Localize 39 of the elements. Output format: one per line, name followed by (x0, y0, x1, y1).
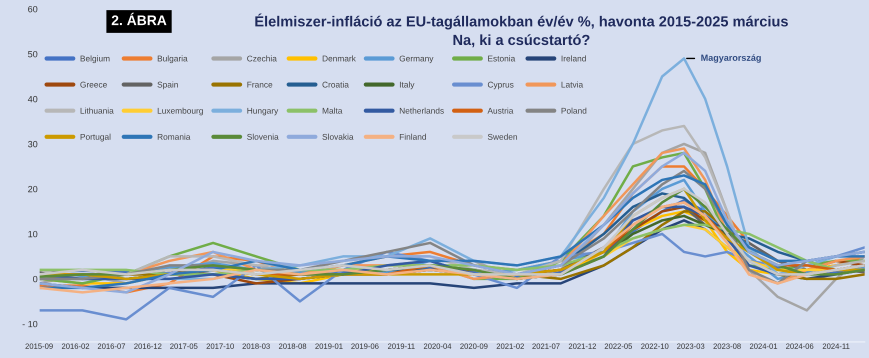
legend-label: Ireland (562, 55, 586, 62)
text: Élelmiszer-infláció az EU-tagállamokban év/év %, havonta 2015-2025 március (255, 13, 788, 30)
legend-label: Italy (400, 81, 414, 90)
legend-label: Czechia (247, 55, 277, 62)
annotation: Magyarország (701, 54, 761, 63)
legend-label: Romania (158, 134, 190, 140)
legend-label: Lithuania (80, 108, 114, 114)
legend-label: Austria (487, 108, 514, 114)
legend-label: France (247, 82, 272, 88)
y-tick-label: 40 (28, 96, 38, 102)
legend-label: Croatia (322, 81, 349, 88)
annotation: 2. ÁBRA (112, 12, 166, 26)
y-tick-label: 20 (28, 186, 38, 192)
legend-label: Netherlands (400, 108, 444, 114)
legend-label: Malta (322, 108, 342, 114)
legend-label: Luxembourg (158, 108, 203, 116)
legend-label: Portugal (80, 134, 110, 142)
y-tick-label: 10 (28, 230, 38, 238)
legend-label: Greece (80, 82, 107, 88)
y-tick-label: - 10 (22, 320, 38, 328)
legend-label: Sweden (488, 134, 518, 140)
legend-label: Poland (562, 108, 586, 114)
y-tick-label: 0 (33, 276, 38, 282)
y-tick-label: 60 (28, 6, 38, 12)
legend-label: Belgium (80, 55, 110, 64)
legend-label: Finland (400, 134, 426, 140)
legend-label: Germany (400, 56, 434, 64)
legend-label: Cyprus (488, 82, 514, 90)
legend-label: Denmark (322, 55, 356, 62)
y-tick-label: 50 (28, 50, 38, 58)
legend-label: Spain (157, 81, 178, 90)
legend-label: Slovakia (322, 134, 354, 140)
legend-label: Hungary (247, 108, 278, 116)
legend-label: Bulgaria (158, 55, 188, 64)
legend-label: Estonia (488, 55, 516, 62)
legend-label: Slovenia (247, 134, 279, 140)
y-tick-label: 30 (28, 140, 38, 148)
text: Na, ki a csúcstartó? (453, 34, 590, 48)
legend-label: Latvia (562, 81, 584, 88)
